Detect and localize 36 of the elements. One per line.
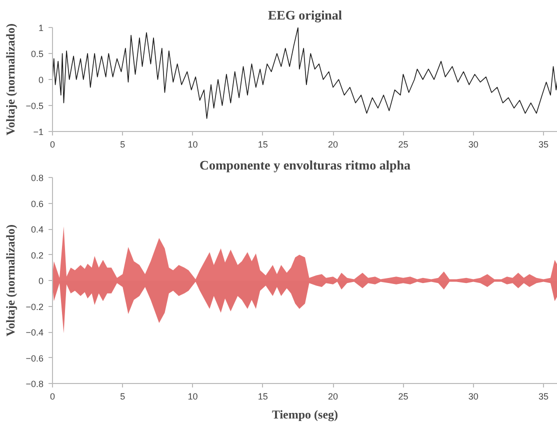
y-tick-label: −1 xyxy=(33,127,44,137)
x-tick-label: 5 xyxy=(120,140,126,150)
y-tick-label: 0.8 xyxy=(30,173,44,183)
x-tick-label: 10 xyxy=(188,140,198,150)
y-tick-label: −0.5 xyxy=(26,101,44,111)
x-tick-label: 25 xyxy=(398,140,408,150)
x-tick-label: 20 xyxy=(328,140,338,150)
y-tick-label: 0 xyxy=(38,276,44,286)
x-tick-label: 15 xyxy=(258,140,268,150)
x-tick-label: 35 xyxy=(538,140,548,150)
y-axis-title: Voltaje (normalizado) xyxy=(4,24,18,136)
y-tick-label: −0.8 xyxy=(26,379,44,389)
x-tick-label: 10 xyxy=(188,392,198,402)
y-tick-label: 0.2 xyxy=(30,250,44,260)
chart-title: Componente y envolturas ritmo alpha xyxy=(200,158,411,172)
x-tick-label: 30 xyxy=(468,392,478,402)
chart-title: EEG original xyxy=(268,8,342,22)
x-tick-label: 0 xyxy=(50,392,56,402)
x-axis-title: Tiempo (seg) xyxy=(272,408,338,422)
x-tick-label: 35 xyxy=(538,392,548,402)
x-tick-label: 25 xyxy=(398,392,408,402)
y-tick-label: −0.4 xyxy=(26,328,44,338)
y-tick-label: 0.4 xyxy=(30,224,44,234)
x-tick-label: 15 xyxy=(258,392,268,402)
x-tick-label: 30 xyxy=(468,140,478,150)
line-series xyxy=(52,28,557,119)
x-tick-label: 5 xyxy=(120,392,126,402)
y-tick-label: −0.6 xyxy=(26,353,44,364)
y-tick-label: −0.2 xyxy=(26,302,44,312)
y-tick-label: 0 xyxy=(38,75,44,85)
y-tick-label: 1 xyxy=(38,23,44,33)
y-tick-label: 0.5 xyxy=(30,49,44,59)
x-tick-label: 20 xyxy=(328,392,338,402)
y-tick-label: 0.6 xyxy=(30,198,44,209)
y-axis-title: Voltaje (normalizado) xyxy=(4,224,18,336)
x-tick-label: 0 xyxy=(50,140,56,150)
